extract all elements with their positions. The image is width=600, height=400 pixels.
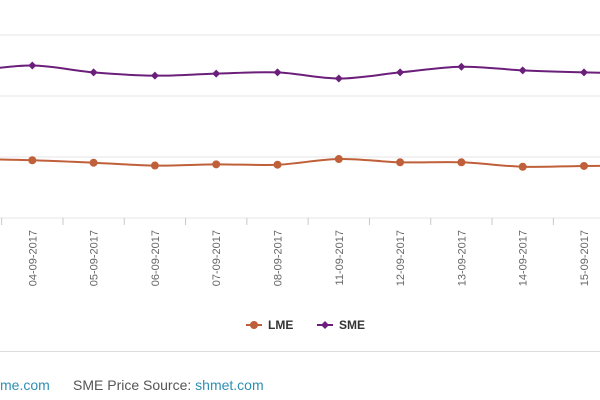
x-tick-label: 08-09-2017	[273, 230, 285, 286]
price-chart: 04-09-2017 05-09-2017 06-09-2017 07-09-2017…	[0, 34, 600, 332]
sme-point[interactable]	[89, 68, 98, 77]
lme-point[interactable]	[396, 158, 405, 167]
lme-point[interactable]	[457, 158, 466, 167]
footer-sme-source: SME Price Source: shmet.com	[73, 377, 264, 393]
footer-left-source: me.com	[0, 377, 50, 393]
x-tick-label: 06-09-2017	[150, 230, 162, 286]
footer-divider	[0, 351, 600, 352]
sme-source-label: SME Price Source:	[73, 377, 196, 393]
lme-point[interactable]	[89, 158, 98, 167]
sme-point[interactable]	[212, 69, 221, 78]
sme-point[interactable]	[150, 71, 159, 80]
sme-point[interactable]	[28, 61, 37, 70]
lme-point[interactable]	[518, 162, 527, 171]
sme-point[interactable]	[580, 68, 588, 77]
x-tick-label: 14-09-2017	[518, 230, 530, 286]
sme-point[interactable]	[334, 74, 343, 83]
legend-marker-lme	[250, 321, 258, 329]
x-tick-label: 05-09-2017	[89, 230, 101, 286]
lme-point[interactable]	[28, 156, 37, 165]
x-tick-label: 12-09-2017	[395, 230, 407, 286]
x-tick-label: 04-09-2017	[27, 230, 39, 286]
lme-point[interactable]	[273, 160, 282, 169]
lme-point[interactable]	[212, 160, 221, 169]
sme-point[interactable]	[273, 68, 282, 77]
sme-series-line	[0, 64, 600, 80]
legend-marker-sme	[321, 321, 329, 329]
legend-label-lme: LME	[268, 318, 293, 332]
x-tick-label: 11-09-2017	[334, 230, 346, 285]
sme-point[interactable]	[518, 66, 527, 75]
lme-point[interactable]	[580, 161, 588, 170]
lme-series-line	[0, 158, 600, 168]
sme-point[interactable]	[457, 62, 466, 71]
legend-label-sme: SME	[339, 318, 365, 332]
x-tick-label: 15-09-2017	[579, 230, 591, 286]
sme-source-link[interactable]: shmet.com	[195, 377, 264, 393]
x-tick-label: 13-09-2017	[456, 230, 468, 286]
lme-point[interactable]	[334, 155, 343, 164]
sme-point[interactable]	[396, 68, 405, 77]
legend-item-lme[interactable]: LME	[246, 318, 293, 332]
footer-left-link[interactable]: me.com	[0, 377, 50, 393]
legend-item-sme[interactable]: SME	[317, 318, 365, 332]
x-tick-label: 07-09-2017	[211, 230, 223, 286]
lme-point[interactable]	[150, 161, 159, 170]
